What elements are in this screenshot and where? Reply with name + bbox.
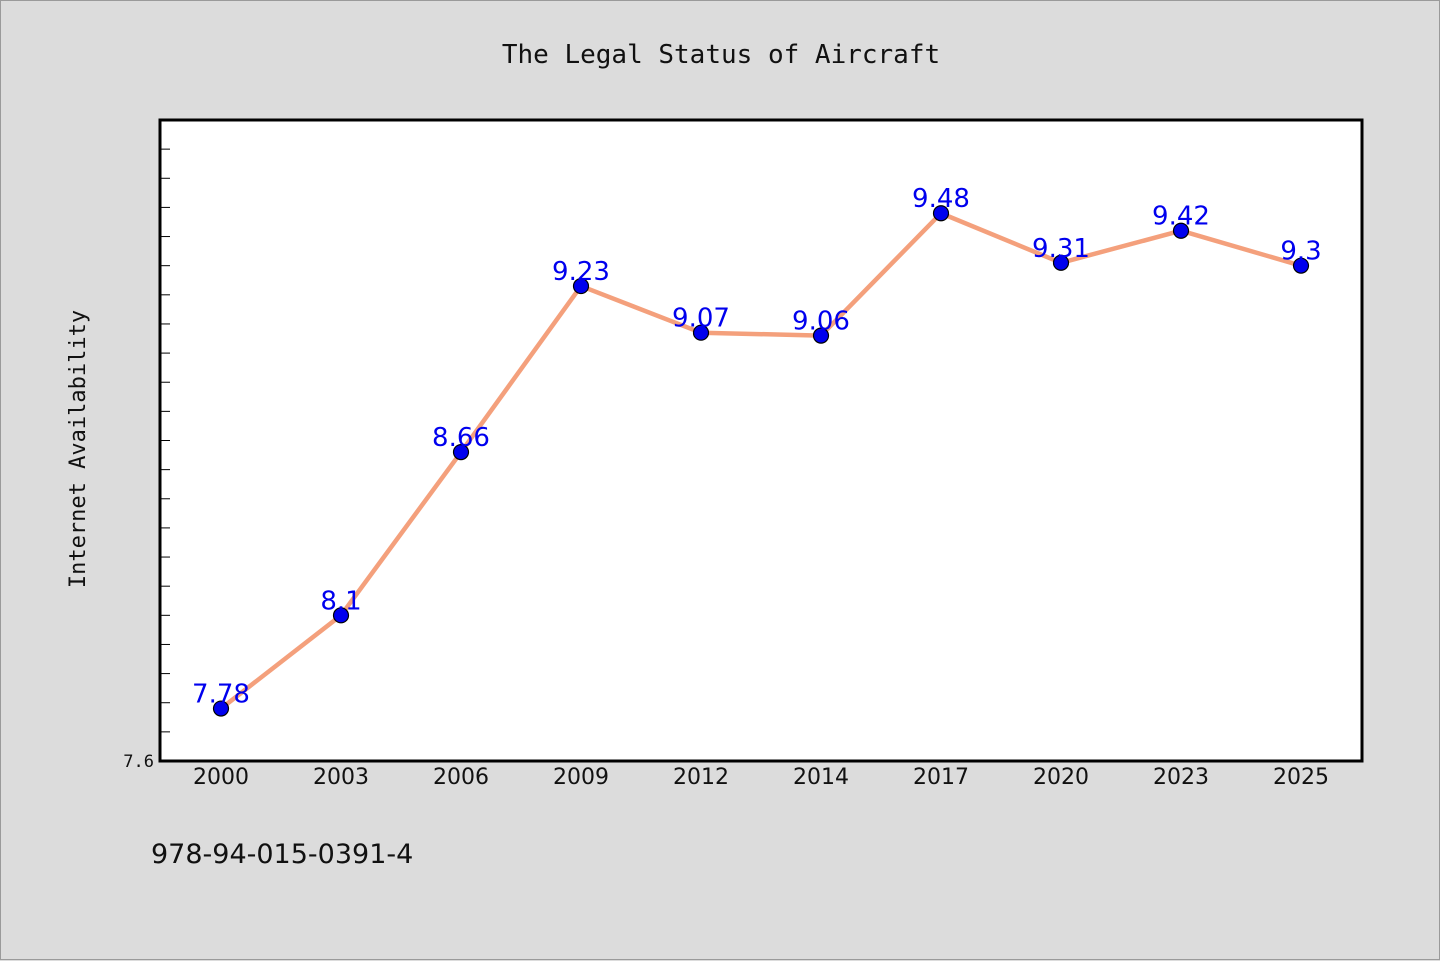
- x-tick-label: 2025: [1273, 765, 1329, 790]
- data-label: 9.48: [912, 184, 970, 214]
- y-axis-label: Internet Availability: [66, 310, 91, 588]
- x-tick-label: 2014: [793, 765, 849, 790]
- x-tick-label: 2012: [673, 765, 729, 790]
- x-tick-label: 2003: [313, 765, 369, 790]
- data-point: [1292, 257, 1310, 274]
- data-point: [692, 324, 710, 341]
- series-line-group: [218, 210, 1304, 711]
- data-label: 9.06: [792, 307, 850, 337]
- x-tick-label: 2006: [433, 765, 489, 790]
- data-point: [1172, 222, 1190, 239]
- data-labels: 7.78 8.1 8.66 9.23 9.07 9.06 9.48 9.31 9.42 9.3: [192, 184, 1322, 709]
- data-label: 7.78: [192, 680, 250, 710]
- y-axis-ticks: 7.6: [123, 148, 170, 772]
- x-tick-label: 2017: [913, 765, 969, 790]
- plot-area: [158, 118, 1364, 763]
- data-label: 9.23: [552, 257, 610, 287]
- x-tick-label: 2009: [553, 765, 609, 790]
- x-tick-label: 2023: [1153, 765, 1209, 790]
- x-axis-ticks: 2000 2003 2006 2009 2012 2014 2017 2020 2023 2025: [193, 765, 1329, 790]
- x-tick-label: 2000: [193, 765, 249, 790]
- y-tick-label: 7.6: [123, 752, 154, 772]
- data-label: 9.07: [672, 304, 730, 334]
- data-point: [1052, 254, 1070, 271]
- data-point: [332, 607, 350, 624]
- data-label: 9.3: [1280, 237, 1321, 267]
- data-markers: [212, 205, 1310, 717]
- data-label: 9.42: [1152, 202, 1210, 232]
- data-point: [812, 327, 830, 344]
- data-point: [932, 205, 950, 222]
- data-point: [572, 277, 590, 295]
- data-label: 9.31: [1032, 234, 1090, 264]
- data-point: [212, 700, 230, 717]
- isbn-code: 978-94-015-0391-4: [151, 839, 413, 870]
- x-tick-label: 2020: [1033, 765, 1089, 790]
- data-label: 8.1: [320, 586, 361, 616]
- chart-title: The Legal Status of Aircraft: [502, 40, 940, 70]
- series-line: [218, 210, 1304, 711]
- data-point: [452, 444, 470, 461]
- data-label: 8.66: [432, 423, 490, 453]
